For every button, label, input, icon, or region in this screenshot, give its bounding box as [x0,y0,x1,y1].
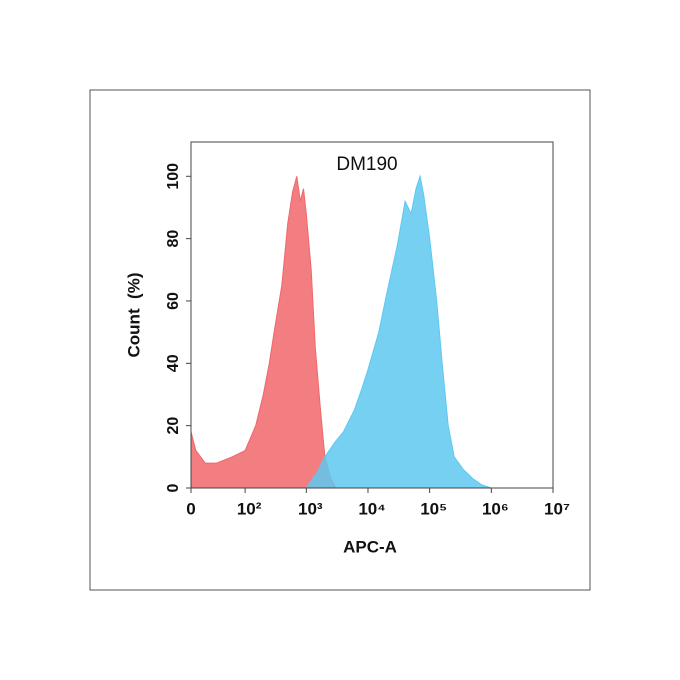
area-fill [306,176,492,489]
y-tick-label: 40 [165,354,182,372]
x-tick-label: 10² [237,499,262,518]
x-tick-label: 10³ [298,499,323,518]
y-axis-label: Count (%) [124,273,143,358]
x-axis-label: APC-A [343,537,397,556]
chart-title: DM190 [336,154,397,175]
frame [89,89,591,591]
x-tick-label: 0 [186,499,195,518]
y-tick-label: 60 [165,292,182,310]
area-fill [191,176,336,489]
x-tick-label: 10⁴ [358,499,385,518]
area-line [190,176,337,489]
plot-border [190,141,554,489]
y-tick-label: 80 [165,230,182,248]
y-tick-label: 100 [165,163,182,190]
x-tick-label: 10⁶ [482,499,509,518]
y-tick-label: 0 [165,483,182,492]
area-line [305,174,492,489]
x-tick-label: 10⁵ [420,499,447,518]
y-tick-label: 20 [165,417,182,435]
x-tick-label: 10⁷ [544,499,570,518]
